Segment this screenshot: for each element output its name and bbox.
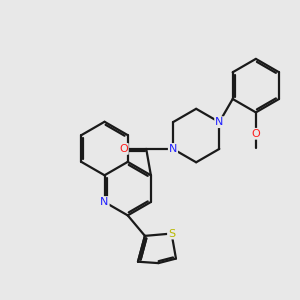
Text: S: S (168, 229, 175, 238)
Text: N: N (100, 197, 109, 207)
Text: N: N (215, 117, 224, 127)
Text: N: N (169, 144, 177, 154)
Text: O: O (119, 144, 128, 154)
Text: O: O (251, 129, 260, 139)
